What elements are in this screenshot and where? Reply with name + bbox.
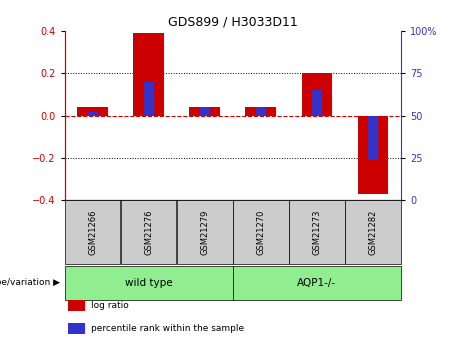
Text: wild type: wild type: [125, 278, 172, 288]
Bar: [68, 323, 85, 334]
Text: GSM21276: GSM21276: [144, 209, 153, 255]
Bar: [301, 73, 332, 116]
Bar: [189, 107, 220, 116]
Bar: [144, 82, 154, 116]
Bar: [68, 300, 85, 311]
Text: percentile rank within the sample: percentile rank within the sample: [91, 324, 245, 333]
Bar: [88, 112, 98, 116]
Bar: [312, 90, 322, 116]
Bar: [65, 200, 120, 264]
Bar: [133, 33, 164, 116]
Bar: [256, 107, 266, 116]
Bar: [245, 107, 276, 116]
Bar: [200, 107, 210, 116]
Bar: [368, 116, 378, 159]
Text: genotype/variation ▶: genotype/variation ▶: [0, 278, 60, 287]
Text: log ratio: log ratio: [91, 301, 129, 310]
Bar: [358, 116, 389, 194]
Bar: [345, 200, 401, 264]
Text: GSM21282: GSM21282: [368, 209, 378, 255]
Text: AQP1-/-: AQP1-/-: [297, 278, 337, 288]
Text: GSM21270: GSM21270: [256, 209, 266, 255]
Bar: [65, 266, 232, 300]
Text: GSM21279: GSM21279: [200, 209, 209, 255]
Bar: [177, 200, 232, 264]
Title: GDS899 / H3033D11: GDS899 / H3033D11: [168, 16, 298, 29]
Bar: [233, 266, 401, 300]
Bar: [77, 107, 108, 116]
Bar: [233, 200, 289, 264]
Text: GSM21273: GSM21273: [313, 209, 321, 255]
Text: GSM21266: GSM21266: [88, 209, 97, 255]
Bar: [289, 200, 345, 264]
Bar: [121, 200, 177, 264]
